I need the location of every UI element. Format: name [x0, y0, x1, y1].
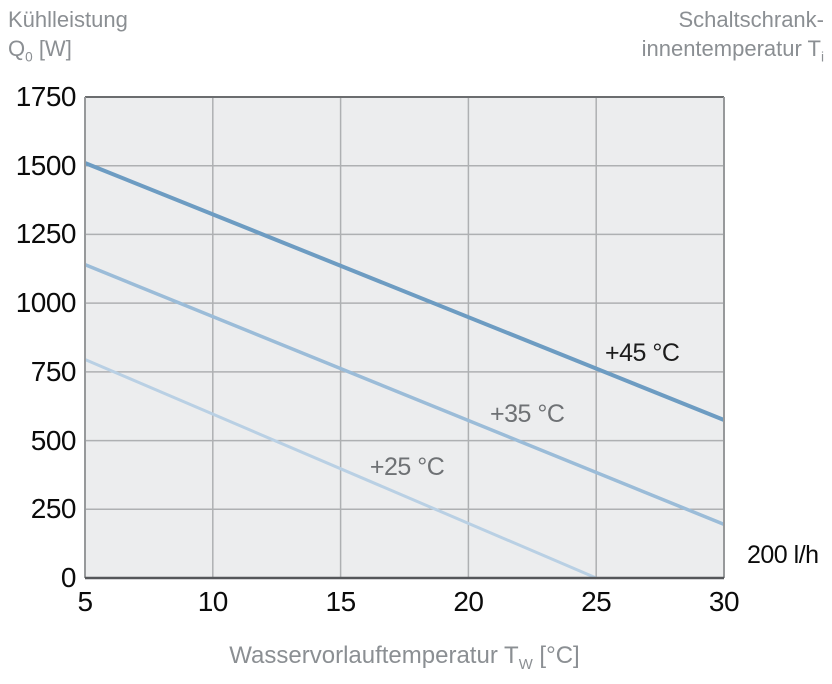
- y-tick-label-1500: 1500: [15, 149, 77, 181]
- y-axis-title-line1: Kühlleistung: [8, 7, 128, 32]
- series-axis-title-line1: Schaltschrank-: [678, 7, 824, 32]
- x-title-sub: W: [518, 656, 533, 673]
- label-ti-35: +35 °C: [489, 400, 565, 429]
- y-symbol: Q: [8, 36, 26, 61]
- y-symbol-sub: 0: [25, 49, 33, 65]
- y-axis-symbol: Q0 [W]: [8, 34, 128, 65]
- y-tick-label-500: 500: [30, 424, 77, 456]
- label-flowrate: 200 l/h: [747, 540, 819, 569]
- series-symbol-sub: i: [820, 49, 824, 65]
- x-tick-label-10: 10: [197, 586, 229, 617]
- y-tick-label-1750: 1750: [15, 81, 77, 112]
- series-axis-title: Schaltschrank- innentemperatur Ti: [641, 5, 824, 65]
- x-tick-label-25: 25: [581, 586, 612, 617]
- x-axis-title: Wasservorlauftemperatur TW [°C]: [85, 641, 724, 673]
- x-title-unit: [°C]: [532, 642, 580, 669]
- x-tick-label-20: 20: [453, 586, 484, 617]
- x-tick-label-30: 30: [708, 586, 740, 617]
- y-tick-label-750: 750: [30, 355, 77, 387]
- x-tick-label-5: 5: [77, 586, 93, 617]
- y-tick-label-1000: 1000: [15, 287, 77, 319]
- series-line-ti-45: [84, 161, 725, 422]
- series-axis-title-line2: innentemperatur Ti: [641, 34, 824, 65]
- x-tick-label-15: 15: [325, 586, 357, 617]
- series-line-ti-35: [84, 263, 725, 527]
- label-ti-45: +45 °C: [605, 338, 680, 367]
- y-unit: [W]: [32, 36, 72, 61]
- y-tick-label-0: 0: [60, 562, 77, 593]
- plot-area: [85, 97, 724, 578]
- label-ti-25: +25 °C: [369, 452, 445, 481]
- series-symbol: innentemperatur T: [641, 36, 821, 61]
- y-tick-label-250: 250: [30, 493, 77, 525]
- y-tick-label-1250: 1250: [15, 218, 77, 250]
- x-title-text: Wasservorlauftemperatur T: [229, 642, 519, 669]
- y-axis-title: Kühlleistung Q0 [W]: [8, 5, 128, 65]
- series-line-ti-25: [84, 358, 597, 580]
